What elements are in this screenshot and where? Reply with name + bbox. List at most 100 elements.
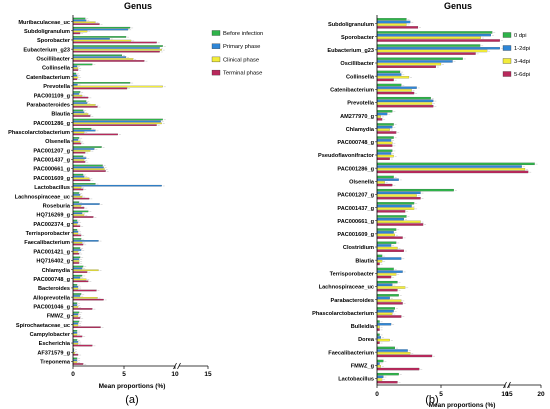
category-label: Subdoligranulum (24, 29, 70, 35)
bar-1-2dpi (376, 178, 399, 181)
bar-1-2dpi (376, 191, 421, 195)
bar-5-6dpi (376, 354, 433, 358)
bar-clinical-phase (72, 297, 98, 299)
bar-before-infection (72, 228, 78, 231)
category-label: Parabacteroides (26, 102, 70, 108)
bar-3-4dpi (376, 154, 394, 158)
category-label: PAC001286_g (337, 166, 374, 172)
chart-title: Genus (124, 1, 152, 11)
chart-panel-a: Genus Muribaculaceae_uc Subdoligranulum Spo… (8, 1, 263, 406)
category-label: Escherichia (39, 341, 71, 347)
bar-terminal-phase (72, 234, 82, 237)
bar-0-dpi (376, 70, 401, 74)
bar-5-6dpi (376, 144, 393, 147)
bar-clinical-phase (72, 21, 96, 24)
category-label: Eubacterium_g23 (23, 47, 70, 53)
bar-primary-phase (72, 267, 83, 270)
bar-terminal-phase (72, 289, 97, 292)
bar-3-4dpi (376, 220, 421, 223)
bar-before-infection (72, 173, 84, 176)
category-label: Lactobacillus (34, 185, 70, 191)
bar-primary-phase (72, 341, 79, 343)
bar-primary-phase (72, 221, 79, 224)
bar-clinical-phase (72, 159, 85, 161)
bar-primary-phase (72, 129, 96, 132)
category-label: AF371579_g (37, 350, 70, 356)
bar-3-4dpi (376, 36, 481, 39)
bar-1-2dpi (376, 99, 434, 103)
bar-primary-phase (72, 331, 78, 334)
bar-clinical-phase (72, 333, 78, 336)
bar-clinical-phase (72, 278, 87, 281)
category-label: Faecalibacterium (24, 240, 70, 246)
category-label: Sporobacter (341, 35, 375, 41)
bar-1-2dpi (376, 47, 500, 50)
bar-before-infection (72, 17, 86, 20)
bar-1-2dpi (376, 139, 392, 142)
bar-terminal-phase (72, 317, 81, 319)
bar-terminal-phase (72, 253, 80, 255)
bar-primary-phase (72, 28, 129, 31)
category-label: Chlamydia (346, 127, 375, 133)
bar-primary-phase (72, 111, 85, 114)
category-label: PAC001286_g (33, 121, 70, 127)
bar-primary-phase (72, 38, 110, 40)
bar-before-infection (72, 247, 81, 249)
bar-1-2dpi (376, 152, 392, 155)
bar-3-4dpi (376, 115, 381, 118)
bar-3-4dpi (376, 233, 395, 237)
bar-5-6dpi (376, 275, 392, 279)
legend-label: Before infection (223, 31, 263, 37)
bar-before-infection (72, 256, 81, 259)
bar-5-6dpi (376, 183, 393, 187)
category-label: FMWZ_g (351, 363, 375, 369)
bar-terminal-phase (72, 124, 157, 126)
x-tick-label: 15 (204, 371, 212, 378)
bar-primary-phase (72, 203, 100, 205)
bar-before-infection (72, 82, 131, 84)
category-label: AM277970_g (340, 114, 374, 120)
bar-1-2dpi (376, 349, 408, 352)
legend-swatch (502, 32, 512, 38)
bar-clinical-phase (72, 260, 80, 262)
legend-label: 5-6dpi (514, 72, 530, 78)
bar-primary-phase (72, 139, 79, 141)
bar-3-4dpi (376, 273, 397, 276)
bar-1-2dpi (376, 86, 417, 89)
bar-primary-phase (72, 166, 104, 169)
category-label: PAC000661_g (33, 167, 70, 173)
chart-title: Genus (444, 1, 472, 11)
category-label: Bulleidia (351, 324, 375, 330)
bar-clinical-phase (72, 39, 132, 42)
bar-before-infection (72, 274, 83, 277)
bar-1-2dpi (376, 125, 393, 129)
bar-0-dpi (376, 188, 454, 192)
bar-terminal-phase (72, 161, 86, 163)
bar-clinical-phase (72, 205, 82, 207)
category-label: Olsenella (45, 139, 71, 145)
bar-5-6dpi (376, 289, 398, 292)
bar-before-infection (72, 164, 103, 167)
bar-0-dpi (376, 215, 407, 218)
bar-before-infection (72, 357, 78, 360)
legend-swatch (211, 43, 221, 49)
legend-swatch (502, 45, 512, 51)
bar-1-2dpi (376, 244, 392, 247)
bar-before-infection (72, 339, 78, 341)
category-label: Terrisporobacter (330, 271, 375, 277)
bar-3-4dpi (376, 141, 393, 145)
bar-before-infection (72, 284, 78, 286)
bar-terminal-phase (72, 87, 128, 90)
bar-3-4dpi (376, 286, 406, 289)
bar-5-6dpi (376, 91, 415, 95)
bar-0-dpi (376, 294, 399, 297)
bar-1-2dpi (376, 323, 392, 326)
bar-0-dpi (376, 110, 393, 113)
bar-primary-phase (72, 83, 78, 86)
bar-primary-phase (72, 249, 82, 251)
bar-3-4dpi (376, 207, 415, 210)
bar-0-dpi (376, 202, 415, 205)
bar-3-4dpi (376, 260, 383, 263)
category-label: Muribaculaceae_uc (18, 20, 70, 26)
bar-3-4dpi (376, 378, 383, 381)
